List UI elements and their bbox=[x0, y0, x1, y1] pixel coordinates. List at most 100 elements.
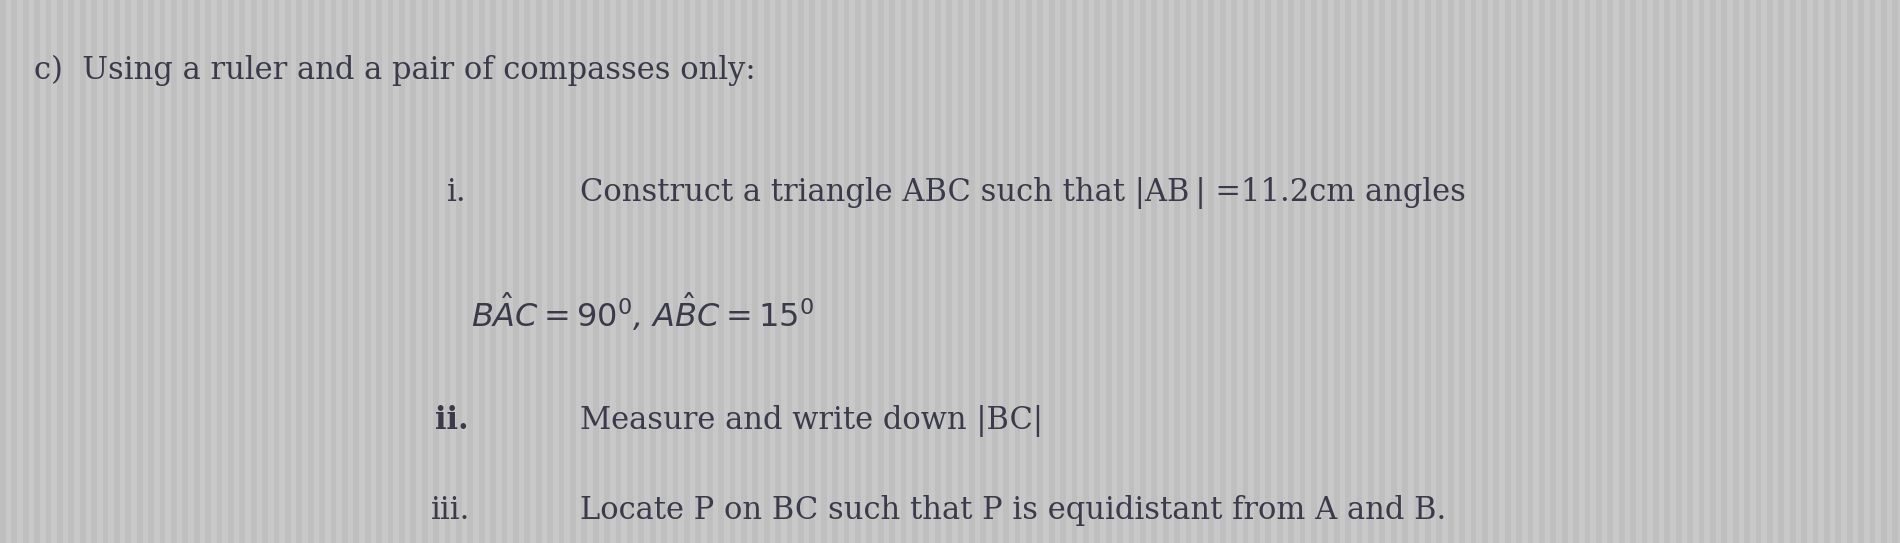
Bar bbox=[1208, 0, 1214, 543]
Bar bbox=[319, 0, 325, 543]
Bar bbox=[832, 0, 838, 543]
Bar bbox=[228, 0, 234, 543]
Bar bbox=[1687, 0, 1693, 543]
Bar bbox=[490, 0, 496, 543]
Bar bbox=[388, 0, 393, 543]
Bar bbox=[308, 0, 314, 543]
Bar bbox=[1015, 0, 1020, 543]
Bar bbox=[752, 0, 758, 543]
Bar bbox=[1801, 0, 1807, 543]
Bar bbox=[1037, 0, 1043, 543]
Bar bbox=[1471, 0, 1476, 543]
Bar bbox=[1573, 0, 1579, 543]
Text: Construct a triangle ABC such that |AB | =11.2cm angles: Construct a triangle ABC such that |AB |… bbox=[580, 177, 1465, 209]
Bar bbox=[1436, 0, 1442, 543]
Bar bbox=[855, 0, 861, 543]
Bar bbox=[1892, 0, 1898, 543]
Bar bbox=[1619, 0, 1624, 543]
Bar bbox=[137, 0, 142, 543]
Bar bbox=[1870, 0, 1875, 543]
Bar bbox=[1642, 0, 1647, 543]
Bar bbox=[1151, 0, 1157, 543]
Bar bbox=[11, 0, 17, 543]
Bar bbox=[969, 0, 975, 543]
Bar bbox=[502, 0, 507, 543]
Bar bbox=[547, 0, 553, 543]
Bar bbox=[1060, 0, 1066, 543]
Bar bbox=[205, 0, 211, 543]
Text: Locate P on BC such that P is equidistant from A and B.: Locate P on BC such that P is equidistan… bbox=[580, 495, 1446, 526]
Bar bbox=[775, 0, 781, 543]
Text: iii.: iii. bbox=[431, 495, 471, 526]
Text: ii.: ii. bbox=[435, 405, 469, 437]
Bar bbox=[274, 0, 279, 543]
Bar bbox=[114, 0, 120, 543]
Bar bbox=[1186, 0, 1191, 543]
Bar bbox=[1710, 0, 1716, 543]
Bar bbox=[148, 0, 154, 543]
Bar bbox=[684, 0, 690, 543]
Bar bbox=[1334, 0, 1340, 543]
Bar bbox=[1448, 0, 1454, 543]
Bar bbox=[1368, 0, 1374, 543]
Bar bbox=[1357, 0, 1362, 543]
Bar bbox=[1254, 0, 1260, 543]
Bar bbox=[1243, 0, 1248, 543]
Bar bbox=[1003, 0, 1009, 543]
Bar bbox=[1231, 0, 1237, 543]
Bar bbox=[821, 0, 826, 543]
Bar bbox=[445, 0, 450, 543]
Bar bbox=[331, 0, 336, 543]
Text: c)  Using a ruler and a pair of compasses only:: c) Using a ruler and a pair of compasses… bbox=[34, 55, 756, 86]
Bar bbox=[1482, 0, 1488, 543]
Bar bbox=[604, 0, 610, 543]
Bar bbox=[627, 0, 633, 543]
Bar bbox=[1790, 0, 1796, 543]
Bar bbox=[1881, 0, 1887, 543]
Bar bbox=[467, 0, 473, 543]
Bar bbox=[1505, 0, 1511, 543]
Bar bbox=[1311, 0, 1317, 543]
Bar bbox=[251, 0, 256, 543]
Bar bbox=[365, 0, 370, 543]
Bar bbox=[593, 0, 598, 543]
Bar bbox=[182, 0, 188, 543]
Bar bbox=[616, 0, 621, 543]
Bar bbox=[217, 0, 222, 543]
Bar bbox=[1835, 0, 1841, 543]
Bar bbox=[1140, 0, 1146, 543]
Bar bbox=[1767, 0, 1773, 543]
Bar bbox=[958, 0, 963, 543]
Bar bbox=[718, 0, 724, 543]
Bar bbox=[68, 0, 74, 543]
Bar bbox=[399, 0, 405, 543]
Bar bbox=[570, 0, 576, 543]
Bar bbox=[650, 0, 656, 543]
Bar bbox=[1345, 0, 1351, 543]
Text: Measure and write down |BC|: Measure and write down |BC| bbox=[580, 405, 1043, 437]
Bar bbox=[80, 0, 86, 543]
Bar bbox=[901, 0, 906, 543]
Text: i.: i. bbox=[446, 177, 466, 209]
Text: $B\hat{A}C = 90^0$, $A\hat{B}C = 15^0$: $B\hat{A}C = 90^0$, $A\hat{B}C = 15^0$ bbox=[471, 291, 815, 334]
Bar bbox=[946, 0, 952, 543]
Bar bbox=[433, 0, 439, 543]
Bar bbox=[1094, 0, 1100, 543]
Bar bbox=[935, 0, 940, 543]
Bar bbox=[1459, 0, 1465, 543]
Bar bbox=[479, 0, 484, 543]
Bar bbox=[1778, 0, 1784, 543]
Bar bbox=[296, 0, 302, 543]
Bar bbox=[1083, 0, 1089, 543]
Bar bbox=[1493, 0, 1499, 543]
Bar bbox=[1756, 0, 1761, 543]
Bar bbox=[285, 0, 291, 543]
Bar bbox=[1664, 0, 1670, 543]
Bar bbox=[730, 0, 735, 543]
Bar bbox=[1721, 0, 1727, 543]
Bar bbox=[661, 0, 667, 543]
Bar bbox=[638, 0, 644, 543]
Bar bbox=[456, 0, 462, 543]
Bar bbox=[0, 0, 6, 543]
Bar bbox=[889, 0, 895, 543]
